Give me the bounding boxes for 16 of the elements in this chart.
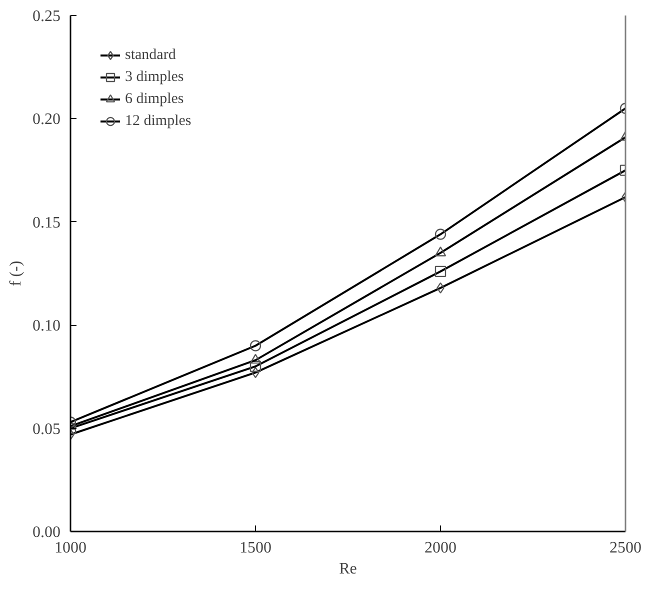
y-tick-label: 0.00 — [32, 524, 60, 541]
y-tick-label: 0.10 — [32, 318, 60, 335]
y-tick-label: 0.20 — [32, 111, 60, 128]
y-tick-label: 0.25 — [32, 8, 60, 25]
y-tick-label: 0.05 — [32, 420, 60, 438]
x-axis-title: Re — [339, 560, 357, 578]
x-tick-label: 2500 — [610, 540, 642, 556]
legend-label: 3 dimples — [125, 68, 184, 86]
x-tick-label: 1500 — [240, 540, 272, 556]
x-tick-label: 1000 — [54, 540, 86, 556]
legend-label: 6 dimples — [125, 90, 184, 108]
y-axis-title: f (-) — [8, 260, 24, 286]
legend-label: 12 dimples — [125, 112, 192, 130]
y-tick-label: 0.15 — [32, 214, 60, 232]
x-tick-label: 2000 — [424, 540, 456, 556]
legend-label: standard — [125, 46, 176, 64]
